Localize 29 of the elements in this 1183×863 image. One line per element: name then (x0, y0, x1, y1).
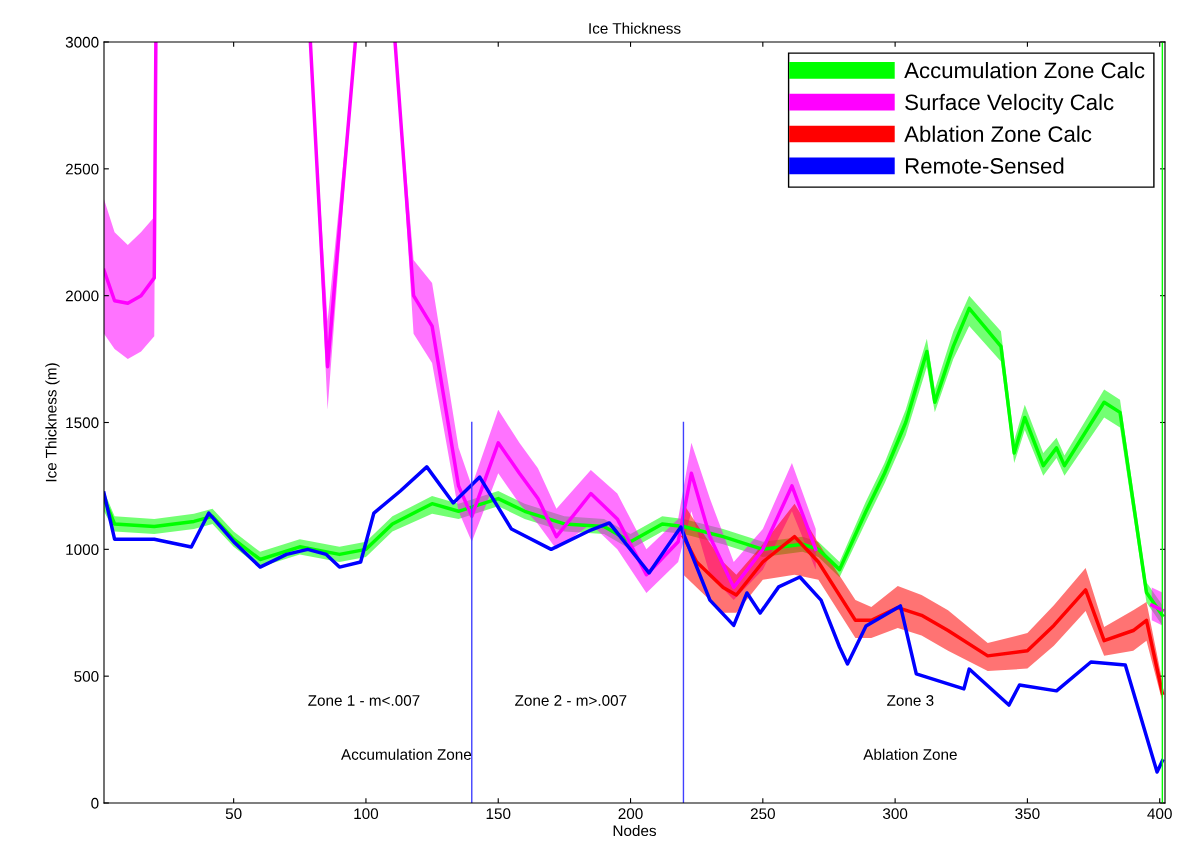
y-tick-label: 1500 (66, 417, 99, 429)
annotation: Ablation Zone (863, 748, 957, 760)
y-tick-label: 1000 (66, 544, 99, 556)
y-tick-label: 3000 (65, 36, 99, 48)
annotation: Zone 1 - m<.007 (308, 695, 420, 706)
x-tick-label: 250 (750, 808, 775, 820)
chart-title: Ice Thickness (589, 22, 681, 34)
y-axis-title: Ice Thickness (m) (45, 363, 60, 482)
y-tick-label: 0 (91, 797, 99, 809)
legend-label: Accumulation Zone Calc (904, 62, 1145, 79)
legend-label: Ablation Zone Calc (904, 125, 1092, 142)
annotation: Zone 2 - m>.007 (515, 695, 627, 706)
x-tick-label: 350 (1015, 808, 1040, 820)
line-series (104, 465, 1165, 774)
x-tick-label: 400 (1147, 808, 1172, 820)
x-tick-label: 150 (486, 808, 511, 820)
x-tick-label: 200 (618, 808, 643, 820)
annotation: Accumulation Zone (341, 748, 472, 760)
legend-label: Surface Velocity Calc (905, 93, 1114, 115)
y-tick-label: 2000 (65, 290, 99, 302)
x-axis-title: Nodes (613, 824, 657, 837)
x-tick-label: 100 (354, 808, 379, 820)
y-tick-label: 500 (74, 671, 99, 682)
y-tick-label: 2500 (65, 163, 99, 175)
legend-label: Remote-Sensed (905, 157, 1064, 174)
x-tick-label: 300 (882, 808, 908, 820)
annotation: Zone 3 (887, 695, 934, 706)
x-tick-label: 50 (225, 808, 242, 820)
line-series (681, 534, 1165, 695)
